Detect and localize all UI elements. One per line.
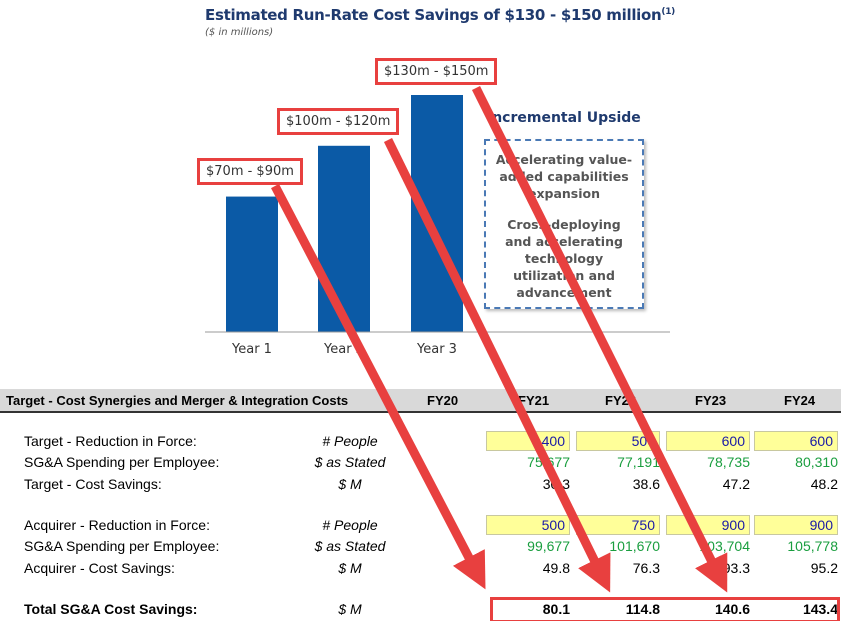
chart-title-text: Estimated Run-Rate Cost Savings of $130 … xyxy=(205,6,662,24)
chart-title: Estimated Run-Rate Cost Savings of $130 … xyxy=(205,6,675,24)
footnote-marker: (1) xyxy=(661,7,675,17)
cell-fy23: 78,735 xyxy=(707,454,750,470)
col-fy24: FY24 xyxy=(784,393,816,408)
x-tick-year-3: Year 3 xyxy=(417,342,457,357)
cell-fy24: 105,778 xyxy=(787,538,838,554)
cell-fy22: 77,191 xyxy=(617,454,660,470)
cell-fy24: 95.2 xyxy=(810,560,838,576)
row-label: SG&A Spending per Employee: xyxy=(24,538,220,554)
total-row: Total SG&A Cost Savings: $ M 80.1 114.8 140.… xyxy=(0,599,841,620)
cell-fy22: 76.3 xyxy=(632,560,660,576)
row-unit: $ M xyxy=(338,601,362,617)
cell-fy21[interactable]: 500 xyxy=(486,515,570,535)
cell-fy24: 143.4 xyxy=(802,601,838,617)
col-fy20: FY20 xyxy=(427,393,459,408)
row-label: SG&A Spending per Employee: xyxy=(24,454,220,470)
row-unit: $ as Stated xyxy=(314,538,386,554)
row-label: Acquirer - Cost Savings: xyxy=(24,560,175,576)
col-fy21: FY21 xyxy=(518,393,550,408)
cell-fy21: 80.1 xyxy=(542,601,570,617)
row-label: Acquirer - Reduction in Force: xyxy=(24,517,210,533)
col-fy23: FY23 xyxy=(695,393,727,408)
cell-fy24[interactable]: 600 xyxy=(754,431,838,451)
row-unit: # People xyxy=(322,517,378,533)
cell-fy23: 93.3 xyxy=(722,560,750,576)
bar-year-2 xyxy=(318,145,370,332)
cell-fy23: 47.2 xyxy=(722,476,750,492)
arrow-year-3-to-fy23 xyxy=(471,85,728,593)
row-unit: # People xyxy=(322,433,378,449)
cell-fy24[interactable]: 900 xyxy=(754,515,838,535)
data-label-year-1: $70m - $90m xyxy=(197,158,303,185)
cell-fy21: 99,677 xyxy=(527,538,570,554)
chart-subtitle: ($ in millions) xyxy=(205,27,274,38)
data-label-year-2: $100m - $120m xyxy=(277,108,400,135)
cell-fy23: 103,704 xyxy=(699,538,750,554)
arrow-year-1-to-fy21 xyxy=(271,183,486,590)
table-title: Target - Cost Synergies and Merger & Int… xyxy=(6,393,349,408)
cell-fy22: 114.8 xyxy=(625,601,660,617)
table-row: Acquirer - Reduction in Force: # People 50… xyxy=(0,515,841,536)
table-row: Acquirer - Cost Savings: $ M 49.8 76.3 93.3 9… xyxy=(0,558,841,579)
row-unit: $ M xyxy=(338,476,362,492)
cell-fy23: 140.6 xyxy=(714,601,750,617)
bar-year-1 xyxy=(226,196,278,332)
data-label-year-3: $130m - $150m xyxy=(375,58,498,85)
row-unit: $ as Stated xyxy=(314,454,386,470)
table-row: SG&A Spending per Employee:$ as Stated75… xyxy=(0,452,841,473)
cell-fy24: 80,310 xyxy=(795,454,838,470)
arrow-year-2-to-fy22 xyxy=(383,138,611,593)
table-row: SG&A Spending per Employee: $ as Stated 99… xyxy=(0,536,841,557)
table-header: Target - Cost Synergies and Merger & Int… xyxy=(0,389,841,413)
cell-fy22: 101,670 xyxy=(609,538,660,554)
upside-item: Accelerating value-added capabilities ex… xyxy=(495,152,633,201)
cell-fy23[interactable]: 600 xyxy=(666,431,750,451)
cell-fy22: 38.6 xyxy=(632,476,660,492)
cell-fy21: 49.8 xyxy=(542,560,570,576)
upside-title: Incremental Upside xyxy=(487,110,641,126)
row-label: Target - Cost Savings: xyxy=(24,476,162,492)
cell-fy24: 48.2 xyxy=(810,476,838,492)
x-tick-year-1: Year 1 xyxy=(232,342,272,357)
row-unit: $ M xyxy=(338,560,362,576)
cell-fy22[interactable]: 750 xyxy=(576,515,660,535)
row-label: Total SG&A Cost Savings: xyxy=(24,601,198,617)
row-label: Target - Reduction in Force: xyxy=(24,433,197,449)
